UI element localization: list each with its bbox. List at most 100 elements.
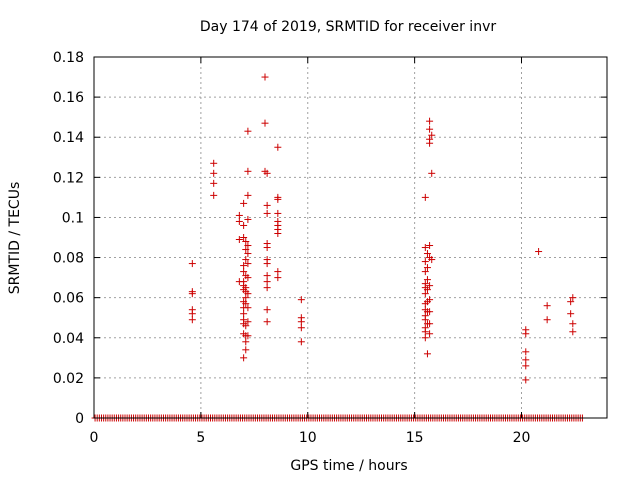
data-point xyxy=(210,169,218,177)
data-point xyxy=(235,217,243,225)
data-point xyxy=(244,260,252,268)
data-point xyxy=(297,318,305,326)
y-tick-label: 0.16 xyxy=(53,90,84,106)
data-point xyxy=(240,354,248,362)
data-point xyxy=(188,260,196,268)
data-point xyxy=(297,338,305,346)
data-point xyxy=(242,256,250,264)
data-point xyxy=(426,296,434,304)
x-tick-label: 0 xyxy=(90,430,99,446)
data-point xyxy=(263,209,271,217)
y-tick-label: 0.02 xyxy=(53,371,84,387)
data-point xyxy=(242,322,250,330)
data-point xyxy=(426,282,434,290)
data-point xyxy=(421,268,429,276)
data-point xyxy=(423,264,431,272)
data-point xyxy=(421,316,429,324)
data-point xyxy=(274,143,282,151)
data-point xyxy=(244,332,252,340)
data-point xyxy=(242,346,250,354)
data-point xyxy=(423,286,431,294)
data-point xyxy=(263,284,271,292)
data-point xyxy=(244,191,252,199)
data-point xyxy=(188,290,196,298)
y-axis-label: SRMTID / TECUs xyxy=(7,182,23,295)
data-point xyxy=(263,260,271,268)
y-tick-label: 0.04 xyxy=(53,331,84,347)
y-tick-label: 0.14 xyxy=(53,130,84,146)
data-point xyxy=(535,248,543,256)
data-point xyxy=(423,276,431,284)
data-point xyxy=(263,278,271,286)
data-point xyxy=(428,169,436,177)
data-point xyxy=(263,169,271,177)
data-point xyxy=(263,318,271,326)
data-point xyxy=(240,262,248,270)
plot-border xyxy=(93,56,608,419)
data-point xyxy=(421,244,429,252)
data-point xyxy=(244,127,252,135)
data-point xyxy=(522,362,530,370)
data-point xyxy=(274,268,282,276)
data-point xyxy=(263,244,271,252)
data-point xyxy=(244,250,252,258)
y-tick-label: 0.08 xyxy=(53,251,84,267)
data-point xyxy=(421,290,429,298)
data-point xyxy=(274,274,282,282)
data-point xyxy=(426,125,434,133)
data-point xyxy=(242,300,250,308)
data-point xyxy=(522,348,530,356)
data-point xyxy=(274,229,282,237)
data-point xyxy=(244,242,252,250)
data-point xyxy=(543,302,551,310)
data-point xyxy=(244,215,252,223)
data-point xyxy=(242,338,250,346)
data-point xyxy=(263,306,271,314)
data-point xyxy=(421,328,429,336)
data-point xyxy=(244,274,252,282)
data-point xyxy=(242,294,250,302)
y-tick-label: 0.06 xyxy=(53,291,84,307)
data-point xyxy=(426,242,434,250)
data-point xyxy=(543,316,551,324)
x-axis-label: GPS time / hours xyxy=(290,458,407,474)
data-point xyxy=(244,318,252,326)
data-point xyxy=(235,211,243,219)
data-point xyxy=(421,193,429,201)
data-point xyxy=(423,350,431,358)
data-point xyxy=(188,316,196,324)
data-point xyxy=(569,328,577,336)
data-point xyxy=(567,298,575,306)
data-point xyxy=(428,256,436,264)
data-point xyxy=(426,117,434,125)
data-point xyxy=(244,304,252,312)
data-point xyxy=(188,310,196,318)
data-point xyxy=(235,236,243,244)
y-tick-label: 0.18 xyxy=(53,50,84,66)
data-point xyxy=(244,167,252,175)
data-point xyxy=(426,320,434,328)
data-point xyxy=(423,250,431,258)
data-point xyxy=(210,159,218,167)
data-point xyxy=(426,139,434,147)
data-point xyxy=(242,246,250,254)
data-point xyxy=(426,308,434,316)
data-point xyxy=(522,330,530,338)
data-point xyxy=(240,268,248,276)
data-point xyxy=(426,330,434,338)
grid xyxy=(94,57,607,418)
data-point xyxy=(240,234,248,241)
data-point xyxy=(240,310,248,318)
y-tick-label: 0 xyxy=(75,411,84,427)
data-point xyxy=(263,201,271,209)
data-point xyxy=(210,191,218,199)
data-point xyxy=(261,119,269,127)
y-tick-label: 0.12 xyxy=(53,170,84,186)
data-points xyxy=(91,73,586,422)
data-point xyxy=(274,195,282,203)
data-point xyxy=(210,179,218,187)
axis-ticks xyxy=(93,56,607,419)
data-point xyxy=(428,131,436,139)
data-point xyxy=(522,356,530,364)
